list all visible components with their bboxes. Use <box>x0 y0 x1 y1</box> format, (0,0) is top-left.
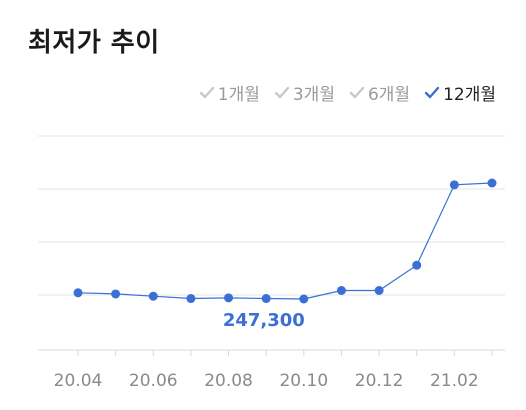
data-point <box>73 288 83 298</box>
x-tick-label: 20.08 <box>204 371 253 391</box>
series-line <box>77 182 493 300</box>
data-point <box>186 294 196 304</box>
period-label: 1개월 <box>217 85 260 105</box>
data-point <box>449 180 459 190</box>
data-point <box>412 260 422 270</box>
x-tick-label: 20.12 <box>355 371 404 391</box>
check-icon <box>424 86 440 98</box>
data-point <box>336 286 346 296</box>
x-tick-label: 20.04 <box>54 371 103 391</box>
period-option-3m[interactable]: 3개월 <box>274 80 335 105</box>
x-tick-label: 20.10 <box>279 371 328 391</box>
data-point <box>299 294 309 304</box>
period-option-12m[interactable]: 12개월 <box>424 80 496 105</box>
period-label: 6개월 <box>367 85 411 105</box>
period-option-6m[interactable]: 6개월 <box>349 80 410 105</box>
data-point <box>487 178 497 188</box>
chart-title: 최저가 추이 <box>28 28 160 58</box>
data-point <box>148 291 158 301</box>
check-icon <box>274 86 290 98</box>
x-tick-label: 21.02 <box>430 371 479 391</box>
data-point <box>261 294 271 304</box>
period-label: 12개월 <box>443 85 496 105</box>
data-point <box>111 289 121 299</box>
x-tick-label: 20.06 <box>129 371 178 391</box>
check-icon <box>349 86 365 98</box>
period-label: 3개월 <box>292 85 335 105</box>
data-point <box>224 293 234 303</box>
check-icon <box>199 86 214 98</box>
data-point <box>374 286 384 296</box>
period-option-1m[interactable]: 1개월 <box>199 80 260 105</box>
min-price-label: 247,300 <box>223 310 305 331</box>
period-selector: 1개월 3개월 6개월 12개월 <box>199 80 496 105</box>
